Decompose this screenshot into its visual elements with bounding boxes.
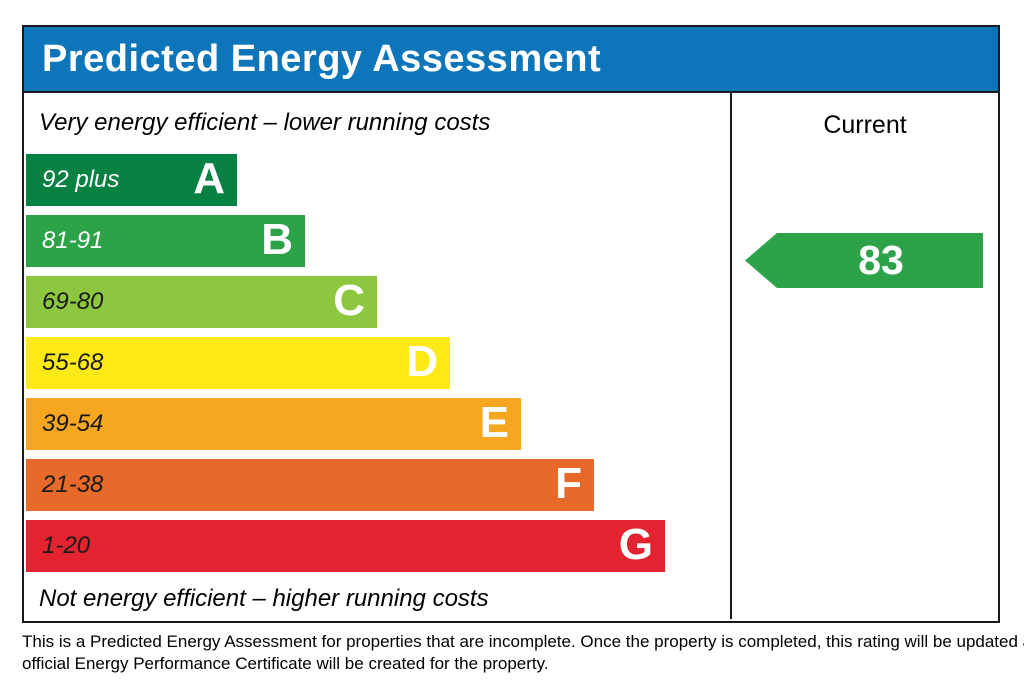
chart-content: Very energy efficient – lower running co… bbox=[24, 93, 998, 619]
band-c-range: 69-80 bbox=[42, 288, 104, 315]
band-d: 55-68 D bbox=[26, 337, 450, 389]
top-efficiency-note: Very energy efficient – lower running co… bbox=[39, 109, 491, 136]
disclaimer-line-1: This is a Predicted Energy Assessment fo… bbox=[22, 632, 1024, 651]
band-a-letter: A bbox=[193, 154, 225, 203]
band-b: 81-91 B bbox=[26, 215, 305, 267]
chart-title-bar: Predicted Energy Assessment bbox=[24, 27, 998, 93]
band-d-range: 55-68 bbox=[42, 349, 104, 376]
band-a: 92 plus A bbox=[26, 154, 237, 206]
rating-bands: 92 plus A 81-91 B 69-80 C 55-68 D bbox=[26, 154, 665, 581]
current-rating-panel: Current 83 bbox=[730, 93, 998, 619]
disclaimer-line-2: official Energy Performance Certificate … bbox=[22, 654, 549, 674]
band-f-letter: F bbox=[555, 459, 582, 508]
band-a-range: 92 plus bbox=[42, 166, 120, 193]
epc-chart-box: Predicted Energy Assessment Very energy … bbox=[22, 25, 1000, 623]
disclaimer-text: This is a Predicted Energy Assessment fo… bbox=[22, 631, 1024, 675]
band-c: 69-80 C bbox=[26, 276, 377, 328]
band-e-letter: E bbox=[479, 398, 509, 447]
bottom-efficiency-note: Not energy efficient – higher running co… bbox=[39, 585, 489, 612]
rating-scale-panel: Very energy efficient – lower running co… bbox=[24, 93, 730, 619]
band-b-range: 81-91 bbox=[42, 227, 104, 254]
band-f-range: 21-38 bbox=[42, 471, 104, 498]
current-column-header: Current bbox=[823, 111, 907, 139]
band-e-range: 39-54 bbox=[42, 410, 104, 437]
current-rating-arrow: 83 bbox=[745, 233, 983, 288]
band-g: 1-20 G bbox=[26, 520, 665, 572]
band-d-letter: D bbox=[406, 337, 438, 386]
band-g-range: 1-20 bbox=[42, 532, 91, 559]
band-f: 21-38 F bbox=[26, 459, 594, 511]
band-e: 39-54 E bbox=[26, 398, 521, 450]
band-c-letter: C bbox=[333, 276, 365, 325]
band-b-letter: B bbox=[261, 215, 293, 264]
band-g-letter: G bbox=[618, 520, 653, 569]
